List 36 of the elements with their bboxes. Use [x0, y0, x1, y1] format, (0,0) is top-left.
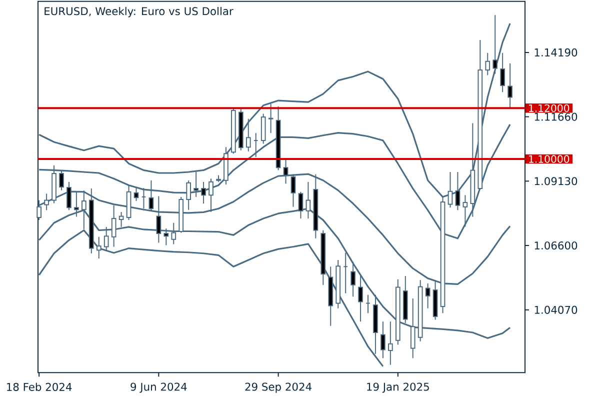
candlestick — [246, 118, 251, 152]
y-tick-label: 1.04070 — [534, 306, 578, 314]
candlestick — [208, 178, 214, 212]
x-tick-label: 18 Feb 2024 — [7, 382, 72, 391]
candlestick — [500, 52, 505, 93]
y-tick-label: 1.11660 — [534, 112, 578, 121]
candlestick — [59, 170, 64, 191]
candlestick — [508, 62, 512, 110]
candlestick — [358, 276, 363, 322]
y-tick-label: 1.14190 — [534, 48, 578, 56]
candlestick — [425, 282, 430, 309]
candlestick — [44, 193, 49, 211]
ref-line-label: 1.12000 — [529, 104, 570, 112]
candlestick — [66, 181, 72, 211]
candlestick — [201, 181, 206, 204]
y-tick-label: 1.09130 — [534, 177, 578, 186]
candlestick — [380, 321, 386, 359]
candlestick — [350, 261, 356, 298]
candlestick — [164, 228, 169, 246]
x-tick-label: 19 Jan 2025 — [367, 382, 429, 393]
candlestick — [148, 180, 154, 212]
candlestick — [134, 186, 139, 202]
text: EURUSD, Weekly: Euro vs US Dollar — [44, 6, 234, 18]
candlestick — [96, 236, 102, 259]
x-tick-label: 9 Jun 2024 — [130, 382, 187, 393]
candlestick — [485, 52, 490, 76]
x-tick-label: 29 Sep 2024 — [245, 382, 312, 393]
candlestick — [260, 113, 266, 144]
candlestick — [118, 211, 124, 228]
candlestick — [462, 194, 468, 228]
candlestick — [171, 222, 176, 245]
candlestick — [388, 321, 393, 366]
candlestick — [186, 180, 192, 210]
ref-line-label: 1.10000 — [529, 155, 570, 163]
y-tick-label: 1.06600 — [534, 241, 578, 250]
candlestick — [268, 103, 274, 134]
